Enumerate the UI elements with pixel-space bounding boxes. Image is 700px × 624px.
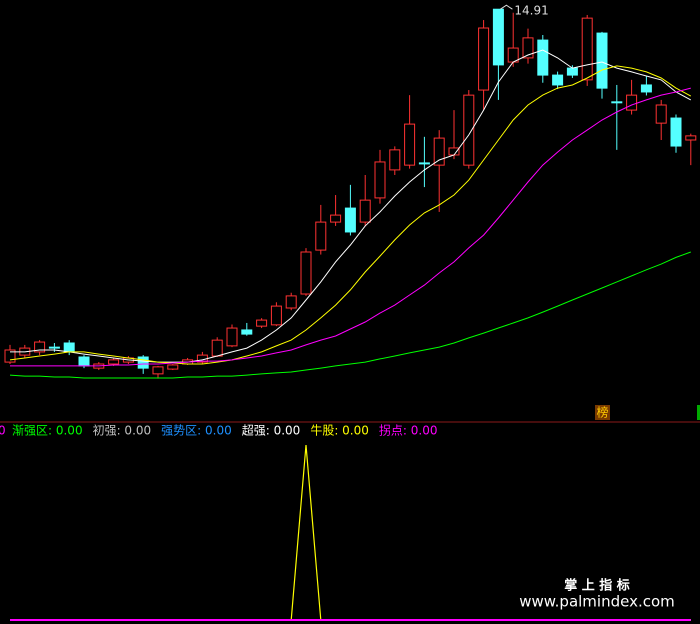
candle-body xyxy=(463,94,475,166)
legend-entry: 牛股: 0.00 xyxy=(310,423,369,438)
legend-entry: 初强: 0.00 xyxy=(93,424,152,438)
moving-average xyxy=(9,65,692,365)
moving-average xyxy=(10,87,691,367)
watermark-title: 掌 上 指 标 xyxy=(564,578,630,594)
candle-body xyxy=(315,221,327,251)
peak-label: 14.91 xyxy=(514,4,548,18)
candle-body xyxy=(433,137,445,166)
candle-body xyxy=(552,74,564,86)
candle-body xyxy=(241,329,253,335)
candle-body xyxy=(522,37,534,59)
moving-average xyxy=(10,49,692,363)
peak-pointer xyxy=(500,4,513,10)
candle-body xyxy=(167,364,179,370)
legend-entry: 超强: 0.00 xyxy=(242,423,301,438)
candle-body xyxy=(537,39,549,76)
clipped-label: 0 xyxy=(0,424,6,438)
candle-body xyxy=(256,319,268,327)
candle-body xyxy=(404,123,416,166)
watermark-url: www.palmindex.com xyxy=(519,593,675,611)
candle-body xyxy=(211,339,223,357)
candle-body xyxy=(34,341,46,353)
candle-body xyxy=(285,295,297,309)
candle-body xyxy=(78,356,90,367)
candle-body xyxy=(655,104,667,124)
candle-body xyxy=(596,32,608,89)
moving-average xyxy=(9,251,691,379)
candle-body xyxy=(152,366,164,375)
candle-body xyxy=(389,149,401,171)
candle-body xyxy=(566,67,578,76)
candle-body xyxy=(344,207,356,233)
legend-entry: 拐点: 0.00 xyxy=(379,423,438,438)
candle-body xyxy=(226,327,238,347)
candle-body xyxy=(478,27,490,91)
legend-entry: 渐强区: 0.00 xyxy=(12,424,83,438)
candle-body xyxy=(359,199,371,223)
candle-body xyxy=(640,84,652,93)
candle-body xyxy=(418,162,430,165)
candle-body xyxy=(108,359,120,365)
watermark: 掌 上 指 标 www.palmindex.com xyxy=(519,578,675,611)
candle-body xyxy=(670,117,682,147)
candle-body xyxy=(374,161,386,199)
candle-body xyxy=(300,251,312,295)
candle-body xyxy=(448,147,460,156)
badge: 榜 xyxy=(596,405,608,420)
candle-body xyxy=(4,349,16,363)
candle-body xyxy=(626,94,638,111)
candle-body xyxy=(270,305,282,326)
candle-body xyxy=(63,342,75,353)
candle-body xyxy=(48,346,60,349)
candle-body xyxy=(492,8,504,66)
candle-body xyxy=(685,135,697,141)
candle-body xyxy=(581,17,593,81)
candle-body xyxy=(611,101,623,104)
candle-body xyxy=(330,214,342,223)
legend-entry: 强势区: 0.00 xyxy=(161,424,232,438)
badge-box xyxy=(595,405,610,420)
edge-marker xyxy=(697,405,700,420)
candle-body xyxy=(137,356,149,369)
